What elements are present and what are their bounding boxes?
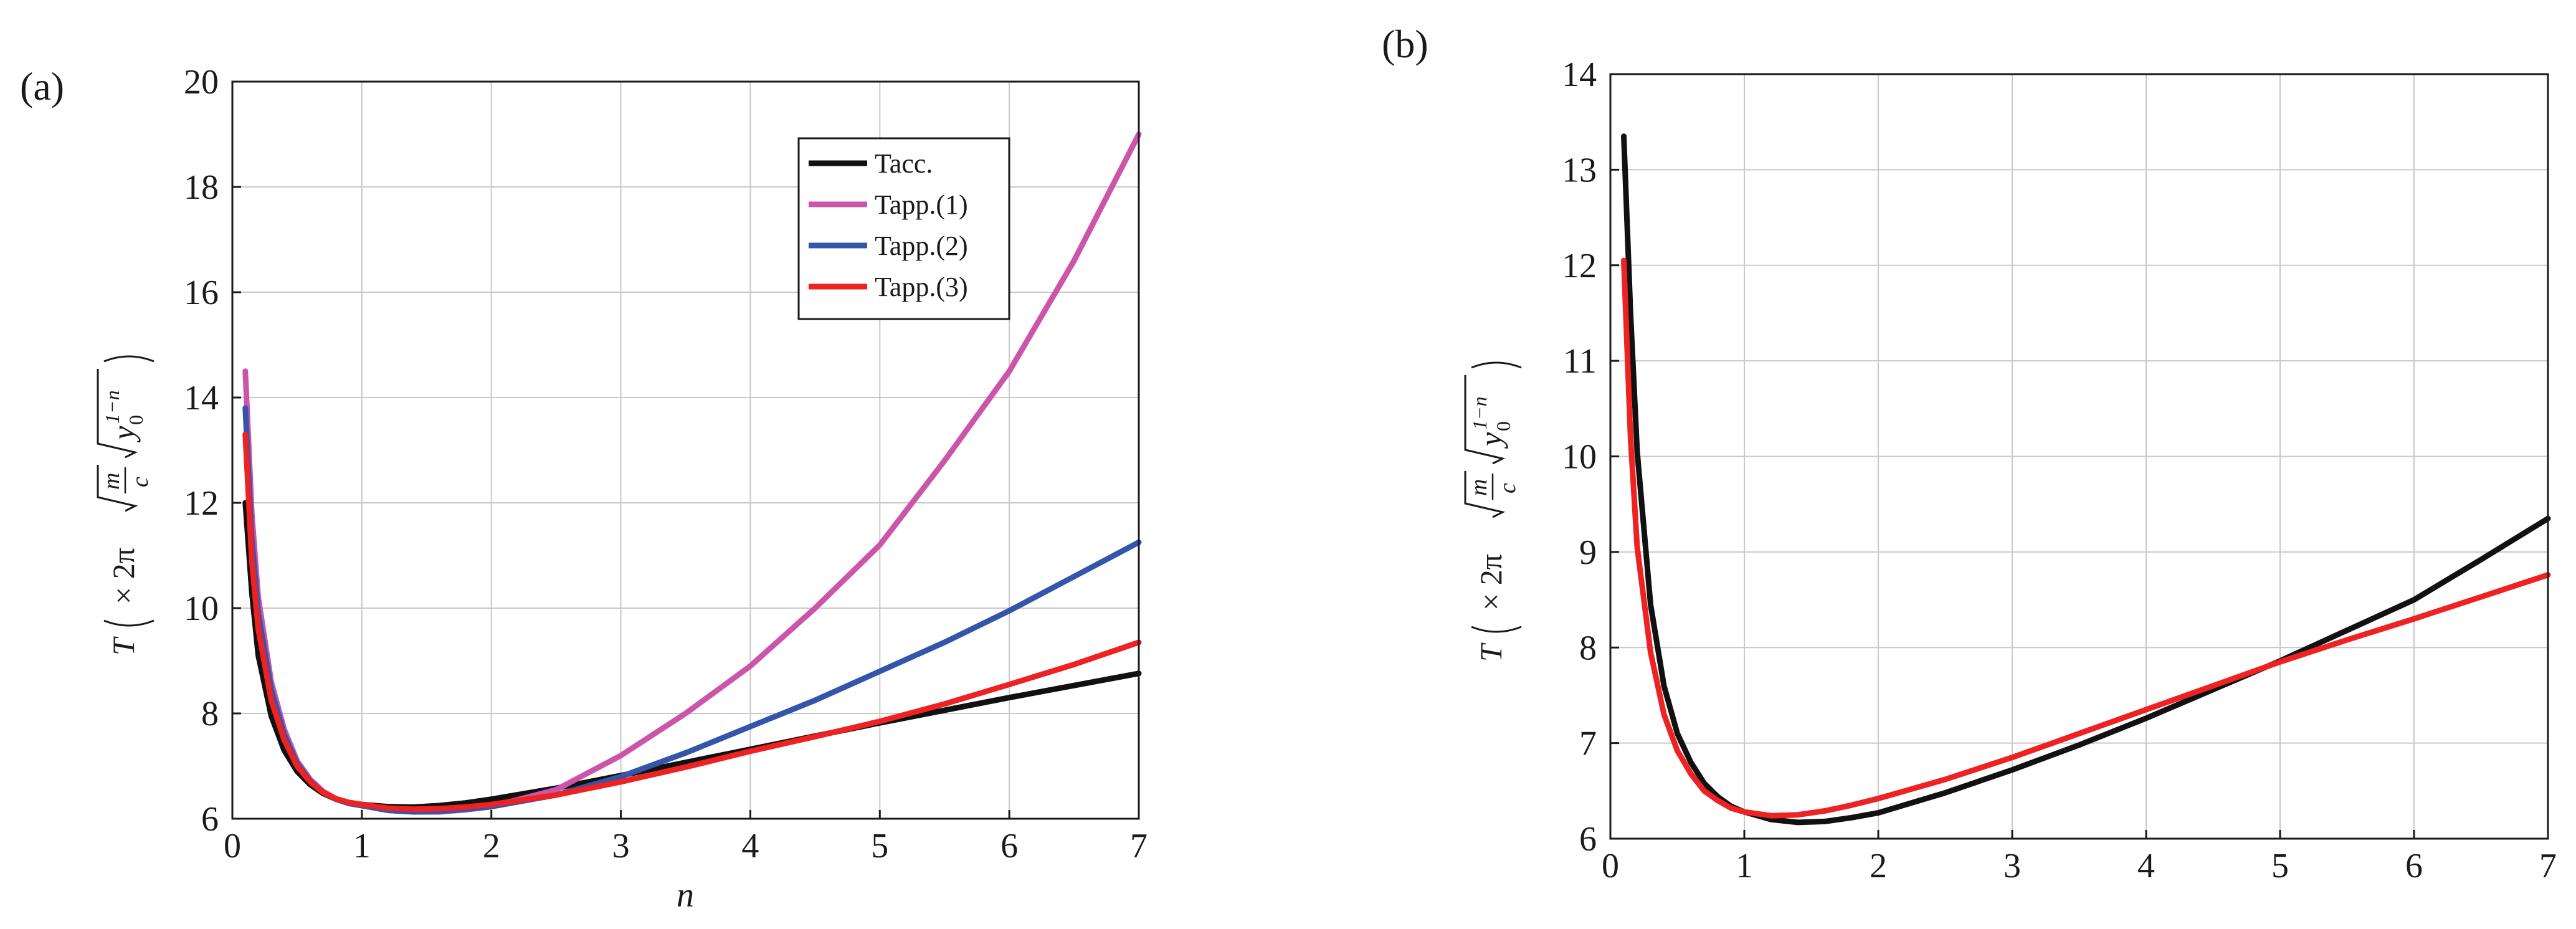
x-tick-label: 0 <box>224 827 241 865</box>
y-label-y: y <box>106 426 141 443</box>
y-label-c: c <box>1495 483 1521 493</box>
x-tick-label: 5 <box>2271 847 2289 885</box>
y-label-sqrt-2 <box>1464 375 1506 465</box>
y-label-T: T <box>1473 642 1508 662</box>
panel-b-y-axis-label: T × 2π m c y01−n <box>1464 361 1522 662</box>
y-tick-label: 8 <box>201 695 219 733</box>
series-line <box>242 431 1142 812</box>
y-label-group: T × 2π m c y01−n <box>1464 361 1522 662</box>
y-tick-label: 6 <box>201 800 219 839</box>
x-tick-label: 2 <box>1870 847 1887 885</box>
y-label-m: m <box>1466 479 1492 496</box>
y-tick-label: 12 <box>184 484 219 523</box>
y-label-right-paren <box>103 355 154 363</box>
panel-a-legend: Tacc. Tapp.(1) Tapp.(2) Tapp.(3) <box>797 137 1010 320</box>
y-label-group: T × 2π m c y01−n <box>97 355 154 655</box>
x-tick-label: 6 <box>2405 847 2423 885</box>
y-label-m: m <box>98 473 125 490</box>
y-label-right-paren <box>1471 361 1522 369</box>
y-tick-label: 10 <box>184 589 219 628</box>
x-tick-label: 2 <box>483 827 500 865</box>
panel-a-axes-box <box>231 80 1140 820</box>
y-label-subscript: 0 <box>1492 421 1514 431</box>
y-tick-label: 18 <box>184 168 219 207</box>
y-label-c: c <box>127 477 153 487</box>
y-tick-label: 11 <box>1563 342 1597 381</box>
series-line <box>1621 257 2551 819</box>
y-label-y: y <box>1473 432 1508 449</box>
y-tick-label: 8 <box>1579 629 1597 667</box>
x-tick-label: 1 <box>1736 847 1753 885</box>
y-tick-label: 6 <box>1579 820 1597 859</box>
y-label-subscript: 0 <box>125 415 147 425</box>
panel-a-series <box>242 131 1142 815</box>
x-tick-label: 5 <box>871 827 888 865</box>
x-tick-label: 1 <box>353 827 371 865</box>
x-tick-label: 4 <box>2137 847 2155 885</box>
y-tick-label: 9 <box>1579 533 1597 572</box>
x-tick-label: 4 <box>741 827 759 865</box>
y-tick-label: 16 <box>184 274 219 312</box>
y-label-T: T <box>106 636 141 655</box>
y-label-left-paren <box>103 619 154 627</box>
panel-b-series <box>1621 133 2551 826</box>
y-tick-label: 12 <box>1562 247 1597 285</box>
x-tick-label: 7 <box>1130 827 1148 865</box>
panel-a-y-axis-label: T × 2π m c y01−n <box>97 355 154 655</box>
y-label-left-paren <box>1471 626 1522 633</box>
y-tick-label: 13 <box>1562 151 1597 189</box>
legend-label: Tapp.(2) <box>875 231 968 261</box>
legend-label: Tapp.(3) <box>875 272 968 302</box>
panel-b-label: (b) <box>1382 22 1428 66</box>
x-tick-label: 6 <box>1000 827 1018 865</box>
y-label-superscript: 1−n <box>1468 396 1491 430</box>
y-tick-label: 10 <box>1562 438 1597 477</box>
y-tick-label: 14 <box>184 379 219 417</box>
y-tick-label: 14 <box>1562 55 1597 94</box>
x-tick-label: 3 <box>612 827 630 865</box>
y-tick-label: 20 <box>184 63 219 102</box>
y-label-superscript: 1−n <box>101 390 123 424</box>
y-label-sqrt-1 <box>1464 471 1506 518</box>
y-label-sqrt-2 <box>97 369 138 459</box>
x-tick-label: 0 <box>1602 847 1619 885</box>
y-label-times: × 2π <box>106 548 141 604</box>
legend-label: Tacc. <box>875 148 933 179</box>
x-tick-label: 3 <box>2003 847 2021 885</box>
y-tick-label: 7 <box>1579 725 1597 763</box>
panel-a-label: (a) <box>20 64 64 108</box>
panel-a-x-axis-label: n <box>677 876 694 915</box>
y-label-sqrt-1 <box>97 465 138 512</box>
y-label-times: × 2π <box>1473 554 1508 611</box>
x-tick-label: 7 <box>2539 847 2557 885</box>
legend-label: Tapp.(1) <box>875 189 968 220</box>
